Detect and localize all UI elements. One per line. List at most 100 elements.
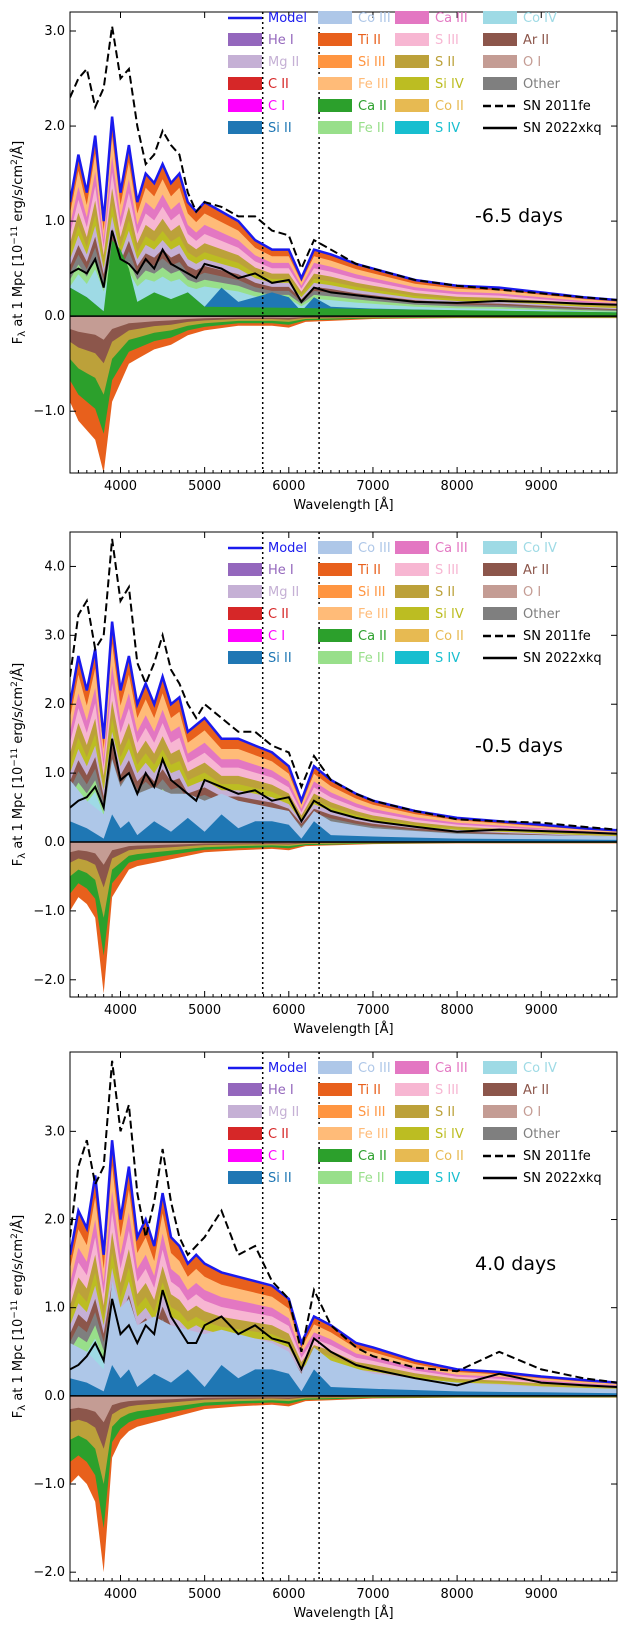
y-tick-label: 1.0 xyxy=(44,766,65,781)
legend-label: Other xyxy=(523,607,561,622)
legend-label: SN 2011fe xyxy=(523,1149,591,1164)
legend-swatch xyxy=(395,1061,429,1074)
legend-label: Other xyxy=(523,1127,561,1142)
legend-label: Ti II xyxy=(357,563,381,578)
legend-swatch xyxy=(318,651,352,664)
legend-swatch xyxy=(318,1149,352,1162)
x-axis-label: Wavelength [Å] xyxy=(293,1605,393,1621)
legend-swatch xyxy=(318,121,352,134)
legend-swatch xyxy=(318,77,352,90)
legend-label: Co IV xyxy=(523,541,557,556)
legend-label: Co III xyxy=(358,11,391,26)
legend-label: O I xyxy=(523,585,541,600)
legend-label: Fe III xyxy=(358,1127,388,1142)
legend-label: Ar II xyxy=(523,563,549,578)
legend-swatch xyxy=(483,1127,517,1140)
legend-swatch xyxy=(483,1061,517,1074)
area-si-ii xyxy=(70,814,617,842)
phase-label: 4.0 days xyxy=(475,1253,556,1275)
legend-label: Ca II xyxy=(358,629,387,644)
legend-label: Model xyxy=(268,11,307,26)
legend-label: Ar II xyxy=(523,33,549,48)
legend-swatch xyxy=(395,1105,429,1118)
legend-swatch xyxy=(395,607,429,620)
y-tick-label: 4.0 xyxy=(44,559,65,574)
legend-label: Fe II xyxy=(358,651,385,666)
legend-swatch xyxy=(228,629,262,642)
legend-label: SN 2022xkq xyxy=(523,651,602,666)
legend-swatch xyxy=(228,1171,262,1184)
area-si-ii xyxy=(70,1365,617,1396)
y-tick-label: −2.0 xyxy=(33,1565,65,1580)
legend-label: SN 2011fe xyxy=(523,99,591,114)
legend-swatch xyxy=(395,563,429,576)
legend-swatch xyxy=(483,607,517,620)
sn2022xkq-line xyxy=(70,1289,617,1388)
x-tick-label: 8000 xyxy=(441,1003,474,1018)
sn2022xkq-line xyxy=(70,230,617,306)
legend-swatch xyxy=(318,1127,352,1140)
x-tick-label: 5000 xyxy=(188,479,221,494)
legend-swatch xyxy=(228,77,262,90)
legend: Model Co III Ca III Co IV He I Ti II S III Ar I… xyxy=(228,1061,602,1186)
absorption-layer-1 xyxy=(70,842,617,994)
absorption-layer-1 xyxy=(70,1395,617,1573)
legend-swatch xyxy=(395,121,429,134)
legend-label: SN 2022xkq xyxy=(523,121,602,136)
legend-label: Ca II xyxy=(358,99,387,114)
legend-swatch xyxy=(228,121,262,134)
legend-label: Mg II xyxy=(268,1105,299,1120)
x-tick-label: 4000 xyxy=(104,1003,137,1018)
sn2022xkq-line xyxy=(70,738,617,835)
legend-swatch xyxy=(228,1105,262,1118)
legend-label: Model xyxy=(268,541,307,556)
legend-swatch xyxy=(483,585,517,598)
x-tick-label: 9000 xyxy=(525,479,558,494)
legend-label: O I xyxy=(523,1105,541,1120)
legend-label: Ti II xyxy=(357,33,381,48)
legend-swatch xyxy=(228,651,262,664)
absorption-layer-3 xyxy=(70,316,617,395)
legend-label: S II xyxy=(435,1105,455,1120)
legend-swatch xyxy=(318,585,352,598)
legend: Model Co III Ca III Co IV He I Ti II S III Ar I… xyxy=(228,541,602,666)
plot-area xyxy=(70,1052,617,1581)
x-tick-label: 9000 xyxy=(525,1003,558,1018)
legend-label: Si IV xyxy=(435,607,464,622)
legend-swatch xyxy=(395,1083,429,1096)
legend-label: Ca III xyxy=(435,11,468,26)
legend-label: Co III xyxy=(358,1061,391,1076)
x-tick-label: 9000 xyxy=(525,1587,558,1602)
model-line xyxy=(70,1140,617,1384)
legend-label: Co IV xyxy=(523,1061,557,1076)
chart-panel-1: 4000 5000 6000 7000 8000 9000 −1.0 0.0 1.0 2.0 3.0… xyxy=(10,11,618,513)
legend-swatch xyxy=(318,607,352,620)
legend-swatch xyxy=(228,585,262,598)
legend-label: C II xyxy=(268,607,289,622)
legend-label: SN 2011fe xyxy=(523,629,591,644)
x-tick-label: 7000 xyxy=(356,1003,389,1018)
phase-label: -6.5 days xyxy=(475,205,563,227)
legend-swatch xyxy=(483,77,517,90)
y-tick-label: 0.0 xyxy=(44,1389,65,1404)
legend-label: Si III xyxy=(358,585,386,600)
legend-swatch xyxy=(395,99,429,112)
legend-swatch xyxy=(395,585,429,598)
legend-swatch xyxy=(228,33,262,46)
x-axis-label: Wavelength [Å] xyxy=(293,1021,393,1037)
legend-label: Si IV xyxy=(435,1127,464,1142)
legend-label: Si III xyxy=(358,55,386,70)
chart-panel-2: 4000 5000 6000 7000 8000 9000 −2.0 −1.0 0.0 1.0 2.… xyxy=(10,531,618,1037)
legend-label: O I xyxy=(523,55,541,70)
y-tick-label: −1.0 xyxy=(33,404,65,419)
absorption-layer-5 xyxy=(70,842,617,865)
x-tick-label: 5000 xyxy=(188,1587,221,1602)
y-tick-label: −1.0 xyxy=(33,904,65,919)
y-tick-label: 2.0 xyxy=(44,1213,65,1228)
x-tick-label: 6000 xyxy=(272,479,305,494)
legend-label: Si II xyxy=(268,121,292,136)
legend-label: Ar II xyxy=(523,1083,549,1098)
legend-swatch xyxy=(483,541,517,554)
legend-label: Ca III xyxy=(435,1061,468,1076)
area-ca-ii xyxy=(70,240,617,317)
